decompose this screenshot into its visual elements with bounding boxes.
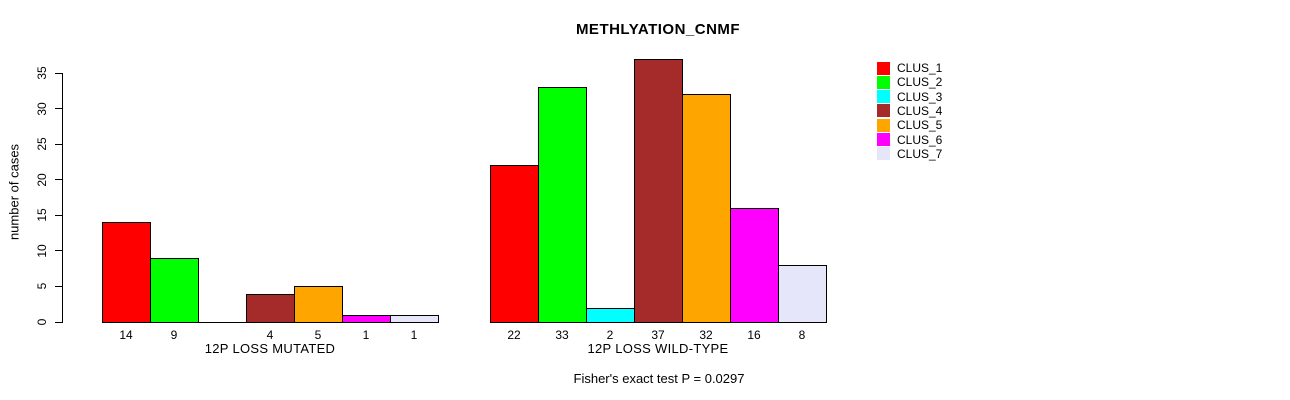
y-tick-label: 35 (35, 66, 49, 80)
bar-value-label: 5 (314, 328, 322, 342)
y-tick-label: 10 (35, 244, 49, 258)
legend-swatch (877, 90, 890, 104)
bar-value-label: 2 (606, 328, 614, 342)
legend-item: CLUS_3 (877, 90, 942, 104)
bar-value-label: 33 (555, 328, 569, 342)
legend-label: CLUS_6 (897, 132, 943, 147)
chart-title: METHLYATION_CNMF (575, 21, 741, 38)
bar (682, 94, 731, 323)
legend-item: CLUS_6 (877, 133, 942, 147)
legend-label: CLUS_3 (897, 89, 943, 104)
y-tick-label: 25 (35, 137, 49, 151)
y-tick-label: 30 (35, 101, 49, 116)
legend-swatch (877, 133, 890, 146)
bar-value-label: 32 (699, 328, 713, 342)
group-x-label: 12P LOSS WILD-TYPE (587, 341, 729, 356)
y-tick (55, 179, 62, 181)
bar-value-label: 14 (119, 328, 133, 342)
bar (586, 307, 635, 323)
bar (538, 87, 587, 323)
legend-label: CLUS_5 (897, 118, 943, 133)
bar-value-label: 9 (170, 328, 178, 342)
bar-value-label: 8 (798, 328, 806, 342)
bar (778, 265, 827, 323)
bar-zero-line (198, 322, 247, 323)
y-tick (55, 285, 62, 287)
bar (342, 314, 391, 323)
bar-value-label: 16 (747, 328, 761, 342)
y-tick (55, 72, 62, 74)
y-tick (55, 214, 62, 216)
legend-item: CLUS_4 (877, 104, 942, 118)
y-tick (55, 321, 62, 323)
bar (490, 165, 539, 323)
legend-swatch (877, 75, 890, 89)
y-tick-label: 5 (35, 283, 49, 290)
bar-value-label: 1 (410, 328, 418, 342)
bar (102, 222, 151, 323)
bar (294, 286, 343, 323)
bar-value-label: 4 (266, 328, 274, 342)
bar-value-label: 22 (507, 328, 521, 342)
y-axis-line (62, 73, 63, 323)
bar-value-label: 37 (651, 328, 665, 342)
y-axis-label: number of cases (6, 143, 22, 241)
bar (150, 257, 199, 323)
y-tick (55, 143, 62, 145)
legend-label: CLUS_1 (897, 61, 943, 75)
bar (246, 293, 295, 323)
legend-swatch (877, 147, 890, 161)
bar (390, 314, 439, 323)
legend-label: CLUS_4 (897, 103, 943, 118)
legend-swatch (877, 61, 890, 75)
y-tick-label: 20 (35, 173, 49, 187)
legend-item: CLUS_7 (877, 147, 942, 161)
y-tick (55, 250, 62, 252)
y-tick (55, 108, 62, 110)
legend-swatch (877, 104, 890, 118)
legend-item: CLUS_2 (877, 75, 942, 89)
legend-item: CLUS_5 (877, 118, 942, 132)
bar-value-label: 1 (362, 328, 370, 342)
y-tick-label: 0 (35, 318, 49, 326)
legend-item: CLUS_1 (877, 61, 942, 75)
bar (730, 208, 779, 323)
legend-swatch (877, 118, 890, 132)
legend-label: CLUS_7 (897, 146, 943, 161)
y-tick-label: 15 (35, 208, 49, 222)
legend-label: CLUS_2 (897, 75, 943, 90)
bar (634, 58, 683, 323)
group-x-label: 12P LOSS MUTATED (204, 341, 336, 356)
annotation-text: Fisher's exact test P = 0.0297 (573, 371, 745, 386)
